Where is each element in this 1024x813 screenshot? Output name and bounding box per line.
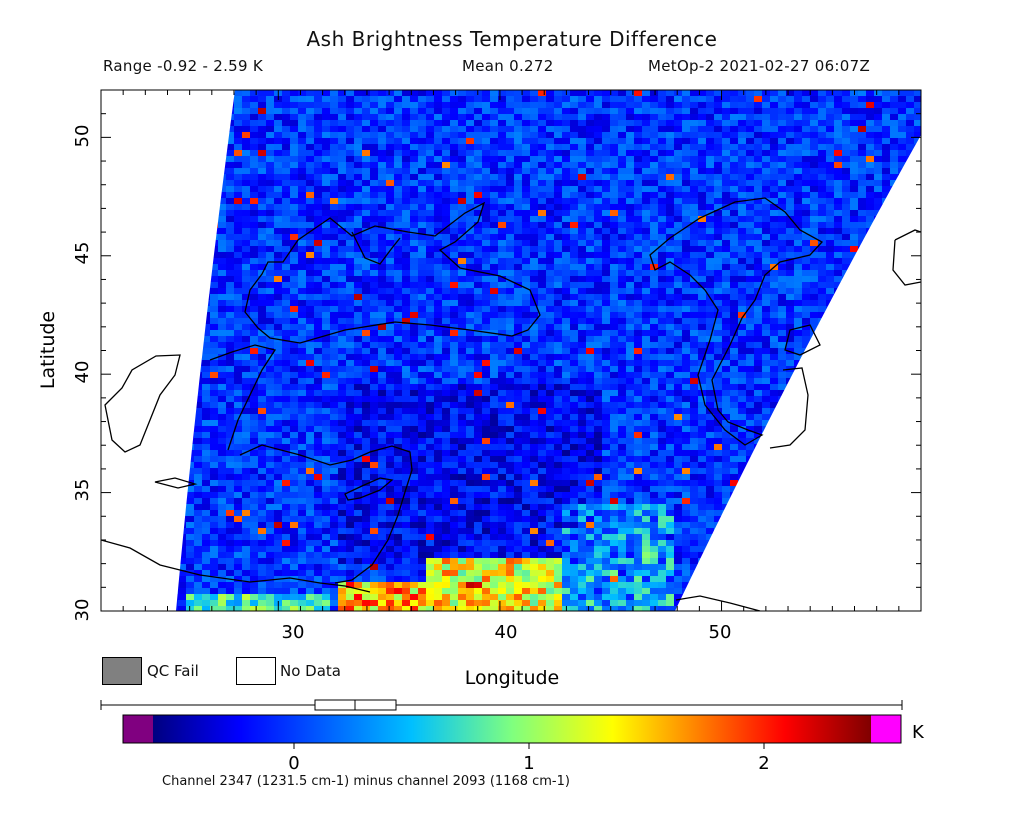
satellite-time-label: MetOp-2 2021-02-27 06:07Z [648,57,871,75]
y-tick-label: 30 [72,599,93,622]
no-data-label: No Data [280,662,341,680]
satellite-swath [176,90,921,611]
channel-footer: Channel 2347 (1231.5 cm-1) minus channel… [162,774,570,789]
mean-label: Mean 0.272 [462,57,554,75]
qc-fail-label: QC Fail [147,662,199,680]
x-tick-label: 30 [282,622,305,643]
colorbar-tick-label: 1 [523,753,534,774]
coastlines [101,197,921,611]
colorbar-unit: K [912,722,925,743]
x-tick-label: 50 [709,622,732,643]
y-axis-label: Latitude [37,311,59,389]
range-label: Range -0.92 - 2.59 K [103,57,264,75]
colorbar-tick-label: 2 [758,753,769,774]
no-data-swatch [236,657,276,685]
map-title: Ash Brightness Temperature Difference [306,27,718,51]
x-axis-label: Longitude [465,667,560,689]
y-tick-label: 35 [72,479,93,502]
colorbar-under [123,715,153,743]
colorbar-frame [122,714,902,744]
x-tick-label: 40 [495,622,518,643]
colorbar-over [871,715,901,743]
y-tick-label: 50 [72,125,93,148]
y-tick-label: 45 [72,242,93,265]
y-tick-label: 40 [72,361,93,384]
colorbar-tick-label: 0 [288,753,299,774]
qc-fail-swatch [102,657,142,685]
colorbar-gradient [153,715,871,743]
